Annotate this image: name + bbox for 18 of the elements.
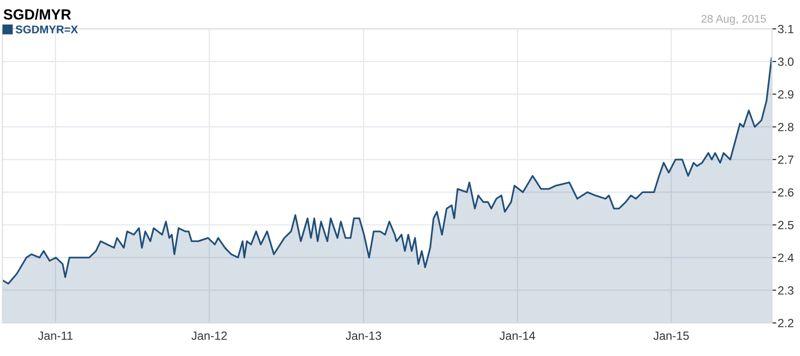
y-tick-label: 2.3 [778, 286, 794, 295]
legend-label: SGDMYR=X [16, 25, 78, 34]
text: 28 Aug, 2015 [701, 14, 766, 25]
y-tick-label: 2.9 [778, 90, 794, 99]
y-tick-label: 3.1 [778, 24, 794, 34]
x-tick-label: Jan-15 [653, 332, 689, 340]
y-tick-label: 2.8 [778, 122, 794, 132]
chart-title: SGD/MYR [4, 8, 71, 20]
y-tick-label: 2.6 [778, 188, 794, 197]
x-tick-label: Jan-11 [38, 332, 73, 340]
x-tick-label: Jan-14 [500, 332, 536, 340]
y-tick-label: 2.4 [778, 254, 794, 262]
y-tick-label: 2.7 [778, 156, 794, 164]
x-tick-label: Jan-13 [346, 332, 382, 340]
y-tick-label: 3.0 [778, 58, 794, 66]
y-tick-label: 2.5 [778, 220, 794, 230]
y-tick-label: 2.2 [778, 318, 794, 328]
x-tick-label: Jan-12 [191, 332, 227, 340]
